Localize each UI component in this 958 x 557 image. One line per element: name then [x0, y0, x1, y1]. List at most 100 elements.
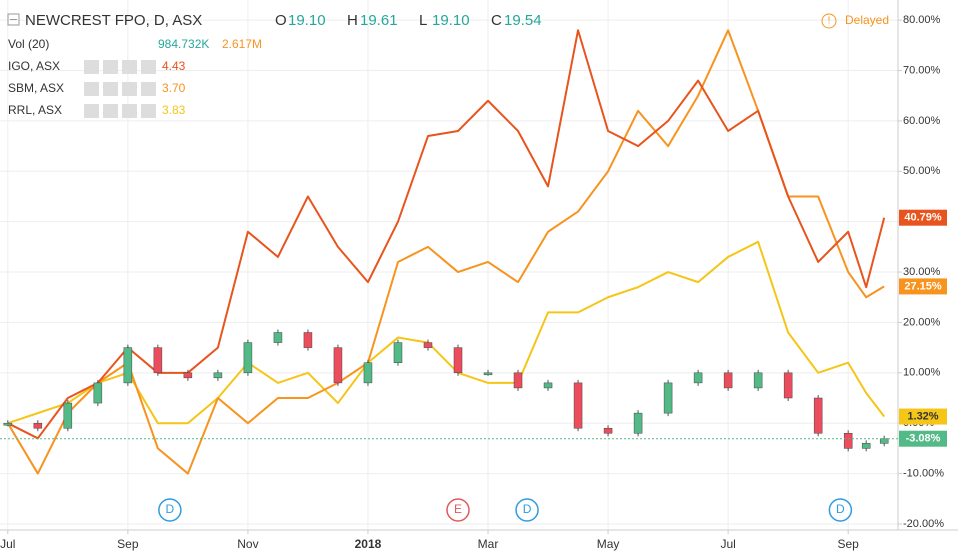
delayed-icon-mark: !	[828, 16, 831, 27]
legend-button[interactable]	[84, 104, 99, 118]
y-tick-label: 60.00%	[903, 115, 941, 127]
ohlc-key: L	[419, 12, 427, 29]
candle-body	[213, 372, 223, 379]
ohlc-key: H	[347, 12, 358, 29]
candle-body	[183, 372, 193, 379]
legend-button[interactable]	[84, 82, 99, 96]
ohlc-value: 19.10	[432, 12, 470, 29]
y-tick-label: 70.00%	[903, 64, 941, 76]
y-tick-label: -20.00%	[903, 518, 944, 530]
y-tick-label: 20.00%	[903, 316, 941, 328]
x-tick-label: 2018	[355, 537, 382, 551]
candle-body	[513, 372, 523, 389]
candle-body	[603, 427, 613, 434]
legend-button[interactable]	[84, 60, 99, 74]
candle-body	[543, 382, 553, 389]
legend-value: 3.83	[162, 103, 186, 117]
delayed-status[interactable]: Delayed	[845, 13, 889, 27]
end-label-box	[899, 209, 947, 226]
candle-body	[843, 433, 853, 449]
event-marker[interactable]	[446, 498, 470, 522]
candle-body	[423, 342, 433, 348]
end-label: 40.79%	[904, 212, 942, 224]
legend-button[interactable]	[141, 82, 156, 96]
event-label: E	[454, 502, 462, 516]
candle-body	[723, 372, 733, 389]
candle-body	[273, 332, 283, 343]
x-tick-label: Jul	[720, 537, 735, 551]
x-tick-label: Nov	[237, 537, 258, 551]
candle-body	[453, 347, 463, 374]
event-label: D	[166, 502, 175, 516]
legend-button[interactable]	[122, 82, 137, 96]
candle-body	[633, 412, 643, 434]
y-tick-label: -10.00%	[903, 467, 944, 479]
legend-button[interactable]	[122, 104, 137, 118]
legend-button[interactable]	[103, 60, 118, 74]
candle-body	[483, 372, 493, 376]
candle-body	[753, 372, 763, 389]
candle-body	[333, 347, 343, 384]
x-tick-label: Sep	[117, 537, 139, 551]
end-label: 1.32%	[907, 410, 938, 422]
ohlc-key: C	[491, 12, 502, 29]
candle-body	[63, 402, 73, 429]
candle-body	[153, 347, 163, 374]
legend-value: 4.43	[162, 59, 186, 73]
candle-body	[861, 443, 871, 449]
end-label: -3.08%	[906, 433, 941, 445]
candle-body	[693, 372, 703, 384]
volume-value: 984.732K	[158, 37, 209, 51]
y-tick-label: 10.00%	[903, 367, 941, 379]
x-tick-label: Sep	[837, 537, 859, 551]
x-tick-label: Jul	[0, 537, 15, 551]
legend-button[interactable]	[141, 104, 156, 118]
candle-body	[3, 422, 13, 426]
candle-body	[303, 332, 313, 348]
end-label-box	[899, 278, 947, 295]
candle-body	[243, 342, 253, 374]
event-marker[interactable]	[828, 498, 853, 522]
event-marker[interactable]	[515, 498, 539, 522]
y-tick-label: 80.00%	[903, 14, 941, 26]
end-label: 27.15%	[904, 280, 942, 292]
legend-name: IGO, ASX	[8, 59, 60, 73]
legend-value: 3.70	[162, 81, 186, 95]
candle-body	[363, 362, 373, 384]
legend-name: RRL, ASX	[8, 103, 62, 117]
candle-body	[33, 422, 43, 429]
y-tick-label: 50.00%	[903, 165, 941, 177]
collapse-button[interactable]	[7, 13, 20, 26]
event-label: D	[836, 502, 845, 516]
candle-body	[123, 347, 133, 384]
end-label-box	[899, 430, 947, 447]
volume-name: Vol (20)	[8, 37, 49, 51]
legend-button[interactable]	[141, 60, 156, 74]
legend-name: SBM, ASX	[8, 81, 64, 95]
y-tick-label: 30.00%	[903, 266, 941, 278]
legend-button[interactable]	[103, 104, 118, 118]
candle-body	[393, 342, 403, 363]
ohlc-key: O	[275, 12, 287, 29]
candle-body	[783, 372, 793, 399]
candle-body	[573, 382, 583, 429]
candle-body	[663, 382, 673, 414]
volume-ma: 2.617M	[222, 37, 262, 51]
event-label: D	[523, 502, 532, 516]
candle-body	[93, 382, 103, 404]
x-tick-label: Mar	[478, 537, 499, 551]
candle-body	[879, 438, 889, 444]
candle-body	[813, 397, 823, 434]
ohlc-value: 19.54	[504, 12, 542, 29]
legend-button[interactable]	[103, 82, 118, 96]
symbol-title: NEWCREST FPO, D, ASX	[25, 12, 202, 29]
delayed-icon	[821, 13, 837, 29]
x-tick-label: May	[597, 537, 620, 551]
ohlc-value: 19.10	[288, 12, 326, 29]
event-marker[interactable]	[158, 498, 182, 522]
legend-button[interactable]	[122, 60, 137, 74]
ohlc-value: 19.61	[360, 12, 398, 29]
end-label-box	[899, 408, 947, 425]
